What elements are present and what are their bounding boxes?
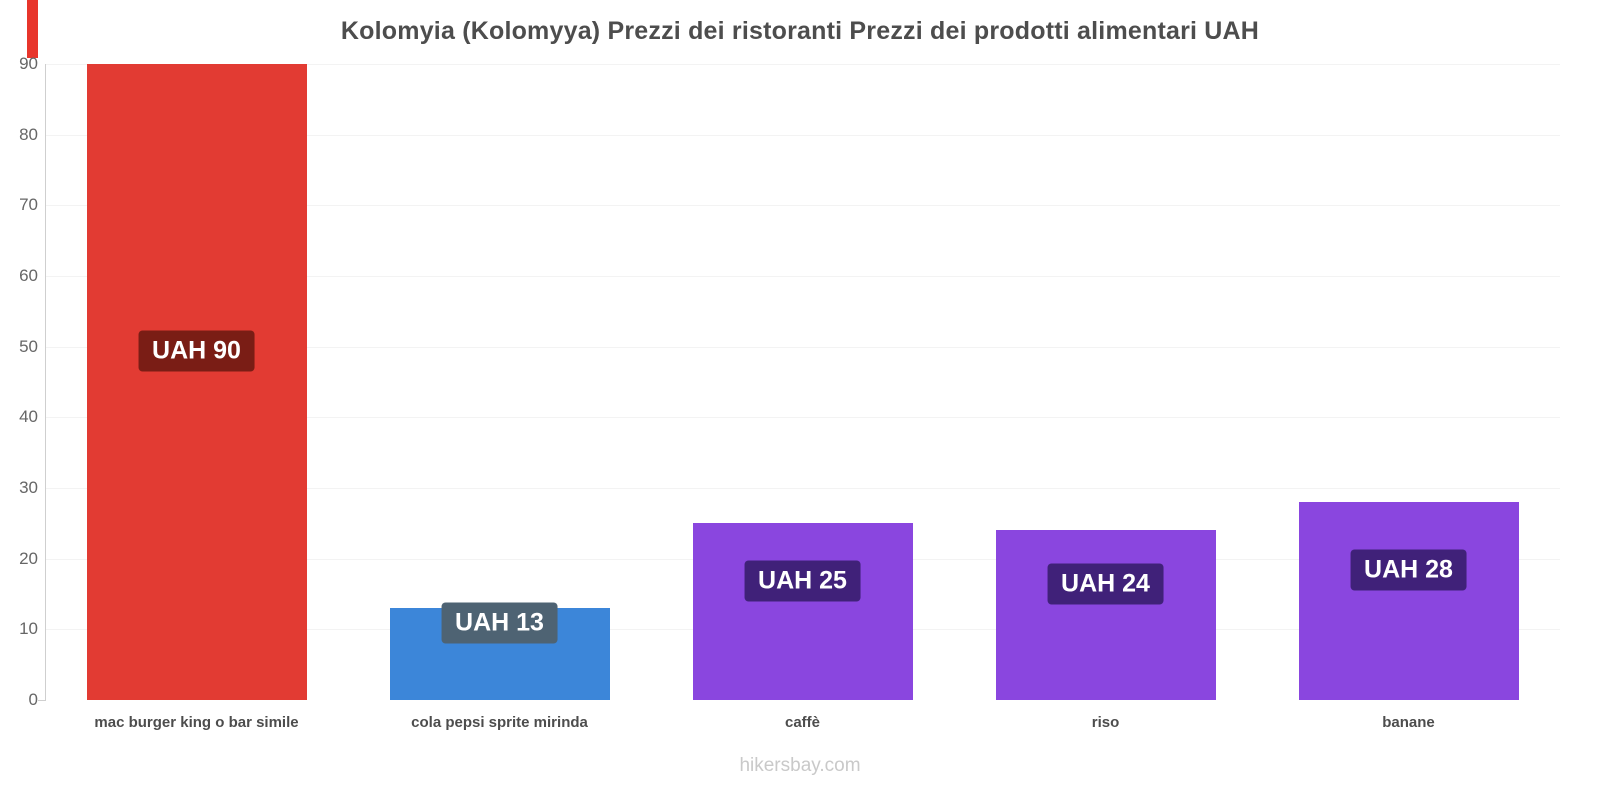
x-axis-category-label: mac burger king o bar simile	[94, 714, 299, 731]
gridline	[46, 417, 1560, 419]
bar-5[interactable]	[1298, 502, 1519, 700]
y-axis-tick-label: 70	[19, 195, 38, 215]
chart-title: Kolomyia (Kolomyya) Prezzi dei ristorant…	[340, 17, 1260, 45]
x-axis-category-label: cola pepsi sprite mirinda	[411, 714, 588, 731]
x-axis-category-label: caffè	[784, 714, 821, 731]
gridline	[46, 64, 1560, 65]
bar-value-label: UAH 28	[1350, 549, 1467, 591]
y-axis-tick-label: 30	[19, 478, 38, 497]
x-axis-category-label: banane	[1382, 714, 1435, 731]
watermark: hikersbay.com	[739, 755, 861, 776]
bar-value-label: UAH 25	[744, 560, 861, 602]
bar-4[interactable]	[995, 530, 1216, 700]
bar-value-label: UAH 13	[441, 602, 558, 644]
gridline	[46, 346, 1560, 348]
bar-1[interactable]	[86, 64, 307, 700]
bar-3[interactable]	[692, 523, 913, 700]
gridline	[46, 205, 1560, 207]
y-axis-tick-label: 80	[19, 124, 38, 144]
y-axis-zero-tick	[38, 700, 46, 701]
gridline	[46, 276, 1560, 277]
y-axis-tick-label: 40	[19, 407, 38, 427]
y-axis-tick-label: 20	[19, 548, 38, 568]
y-axis-tick-label: 10	[19, 619, 38, 639]
bar-value-label: UAH 24	[1047, 563, 1164, 605]
x-axis-category-label: riso	[1091, 714, 1120, 731]
accent-ribbon	[27, 0, 38, 58]
y-axis-tick-label: 0	[28, 690, 38, 709]
gridline	[46, 134, 1560, 136]
y-axis-tick-label: 60	[19, 266, 38, 285]
y-axis-tick-label: 50	[19, 336, 38, 356]
y-axis-line	[45, 64, 46, 701]
y-axis-tick-label: 90	[19, 54, 38, 73]
gridline	[46, 488, 1560, 489]
bar-value-label: UAH 90	[138, 330, 255, 372]
